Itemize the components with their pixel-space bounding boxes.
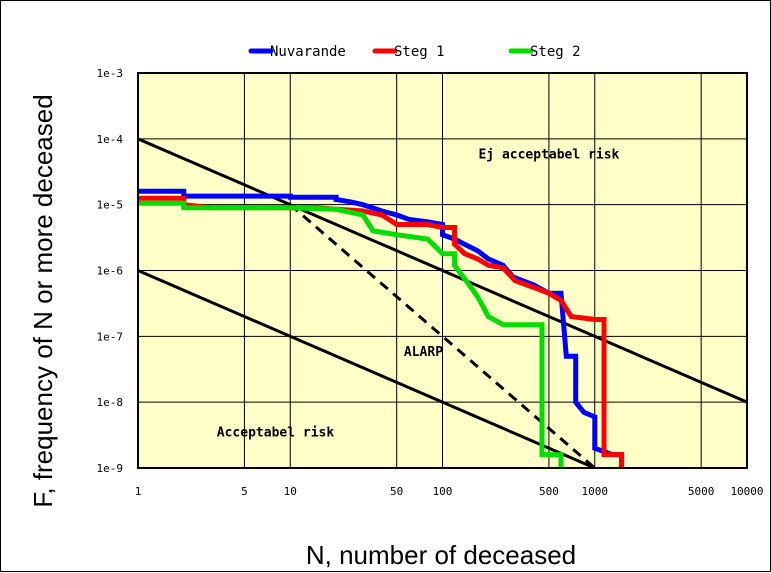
- y-tick-labels: 1e-9 1e-8 1e-7 1e-6 1e-5 1e-4 1e-3: [97, 67, 124, 475]
- y-tick-label: 1e-7: [97, 330, 124, 343]
- y-tick-label: 1e-3: [97, 67, 124, 80]
- y-tick-label: 1e-5: [97, 199, 124, 212]
- x-tick-label: 5: [241, 485, 248, 498]
- x-tick-label: 5000: [688, 485, 715, 498]
- y-tick-label: 1e-9: [97, 462, 124, 475]
- legend: Nuvarande Steg 1 Steg 2: [251, 44, 581, 60]
- y-axis-label: F, frequency of N or more deceased: [28, 94, 58, 507]
- annotation-label: Ej acceptabel risk: [478, 148, 619, 163]
- legend-label: Nuvarande: [270, 44, 346, 60]
- annotation-label: Acceptabel risk: [217, 426, 335, 441]
- annotation-label: ALARP: [404, 345, 443, 360]
- x-tick-label: 10000: [730, 485, 763, 498]
- legend-label: Steg 1: [394, 44, 445, 60]
- x-tick-label: 10: [284, 485, 297, 498]
- x-tick-label: 500: [539, 485, 559, 498]
- y-tick-label: 1e-8: [97, 396, 124, 409]
- x-tick-label: 100: [433, 485, 453, 498]
- x-tick-label: 50: [390, 485, 403, 498]
- y-tick-label: 1e-4: [97, 133, 124, 146]
- x-tick-label: 1000: [582, 485, 609, 498]
- x-axis-label: N, number of deceased: [306, 540, 576, 570]
- legend-label: Steg 2: [530, 44, 581, 60]
- x-tick-label: 1: [135, 485, 142, 498]
- x-tick-labels: 1 5 10 50 100 500 1000 5000 10000: [135, 485, 764, 498]
- y-tick-label: 1e-6: [97, 265, 124, 278]
